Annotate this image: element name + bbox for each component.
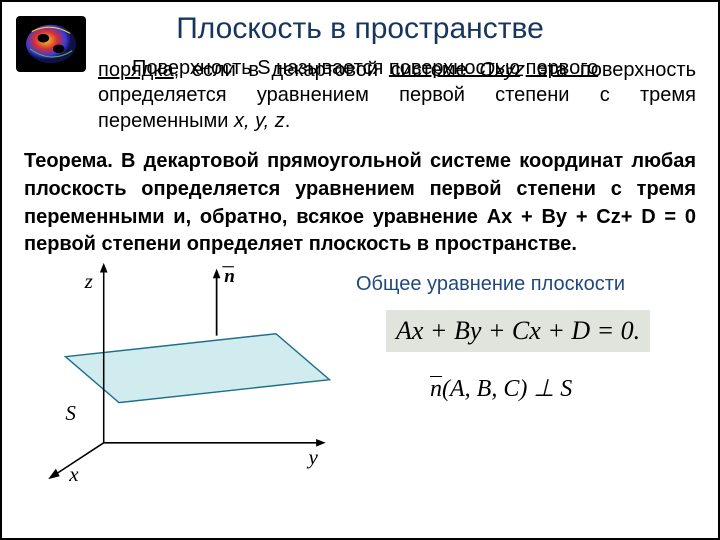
axis-z-arrow [100, 263, 108, 273]
page-title: Плоскость в пространстве [20, 12, 700, 46]
label-y: y [306, 445, 318, 469]
decorative-torus-icon [16, 16, 86, 72]
label-n: n [224, 266, 235, 287]
definition-paragraph-cont: порядка, если в декартовой системе Oxyz … [98, 58, 696, 135]
plane-surface [65, 333, 329, 402]
plane-diagram: z n S y x [26, 261, 346, 483]
normal-vector-arrow [213, 268, 221, 278]
def-post1: , если в декартовой системе [174, 59, 480, 81]
label-z: z [84, 269, 93, 293]
theorem-body: В декартовой прямоугольной системе коорд… [24, 150, 696, 255]
theorem-lead: Теорема. [24, 150, 113, 172]
normal-perp-equation: n(A, B, C) ⊥ S [430, 374, 710, 403]
axis-x-arrow [48, 468, 59, 479]
equation-subtitle: Общее уравнение плоскости [356, 273, 710, 296]
normal-perp-text: n(A, B, C) ⊥ S [430, 376, 572, 402]
label-s: S [65, 401, 76, 425]
axis-x [54, 443, 104, 476]
def-vars: x, y, z [234, 110, 285, 132]
theorem-paragraph: Теорема. В декартовой прямоугольной сист… [24, 148, 696, 258]
def-oxyz: Oxyz [479, 59, 525, 81]
def-u3: порядка [98, 59, 174, 81]
general-equation: Ax + By + Cx + D = 0. [386, 310, 650, 352]
label-x: x [68, 462, 79, 483]
